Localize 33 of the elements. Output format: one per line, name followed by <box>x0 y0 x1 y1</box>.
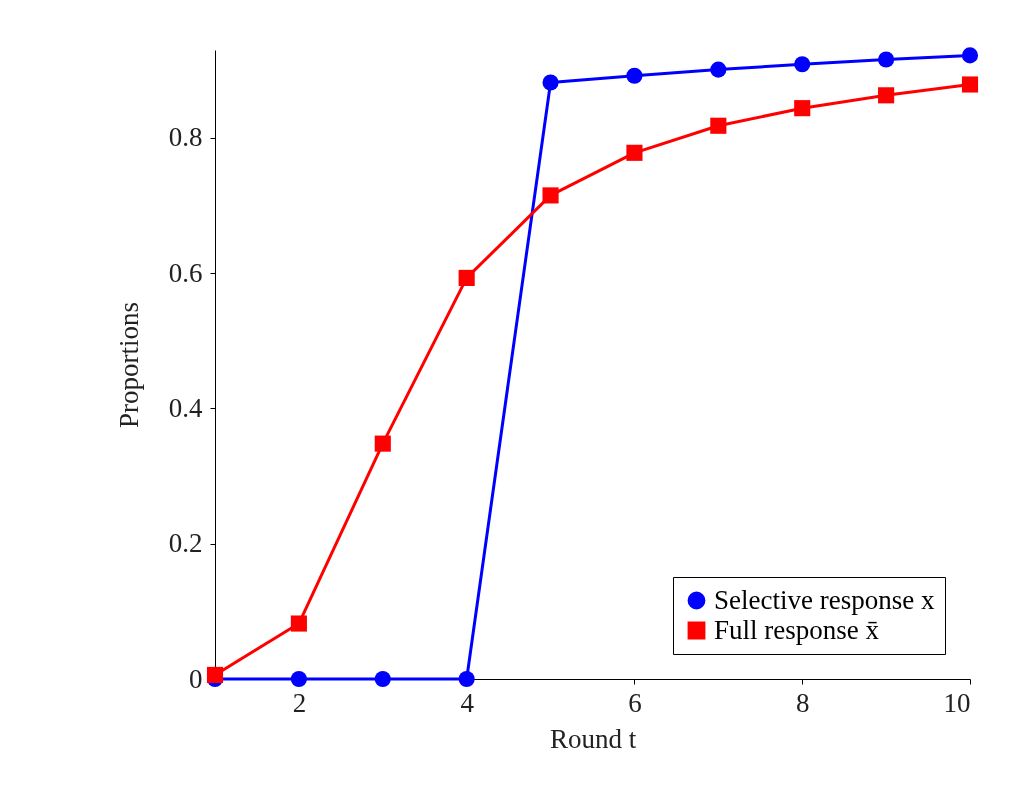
y-tick-label: 0.2 <box>168 528 203 559</box>
point <box>878 51 895 68</box>
point <box>710 61 727 78</box>
x-tick-label: 10 <box>943 687 971 718</box>
point <box>961 76 979 93</box>
x-axis-title: Round t <box>549 723 637 754</box>
legend-label: Full response x̄ <box>714 614 880 645</box>
point <box>458 269 475 286</box>
legend-label: Selective response x <box>714 584 935 615</box>
point <box>710 117 727 134</box>
y-tick-label: 0.6 <box>168 257 203 288</box>
point <box>542 187 559 204</box>
point <box>374 670 391 688</box>
point <box>626 144 643 161</box>
x-tick-label: 2 <box>292 687 307 718</box>
point <box>206 666 224 683</box>
y-axis-title: Proportions <box>113 301 144 429</box>
y-tick-label: 0 <box>189 663 203 694</box>
y-tick-label: 0.4 <box>168 392 203 423</box>
point <box>794 56 811 73</box>
point <box>878 87 895 104</box>
x-tick-label: 8 <box>795 687 810 718</box>
point <box>961 47 979 64</box>
point <box>542 74 559 91</box>
y-tick-label: 0.8 <box>168 122 203 153</box>
point <box>374 435 391 452</box>
x-tick-label: 6 <box>628 687 642 718</box>
x-tick-label: 4 <box>460 687 475 718</box>
point <box>290 670 307 688</box>
point <box>290 615 307 632</box>
point <box>458 670 475 688</box>
point <box>626 67 643 84</box>
point <box>794 100 811 117</box>
